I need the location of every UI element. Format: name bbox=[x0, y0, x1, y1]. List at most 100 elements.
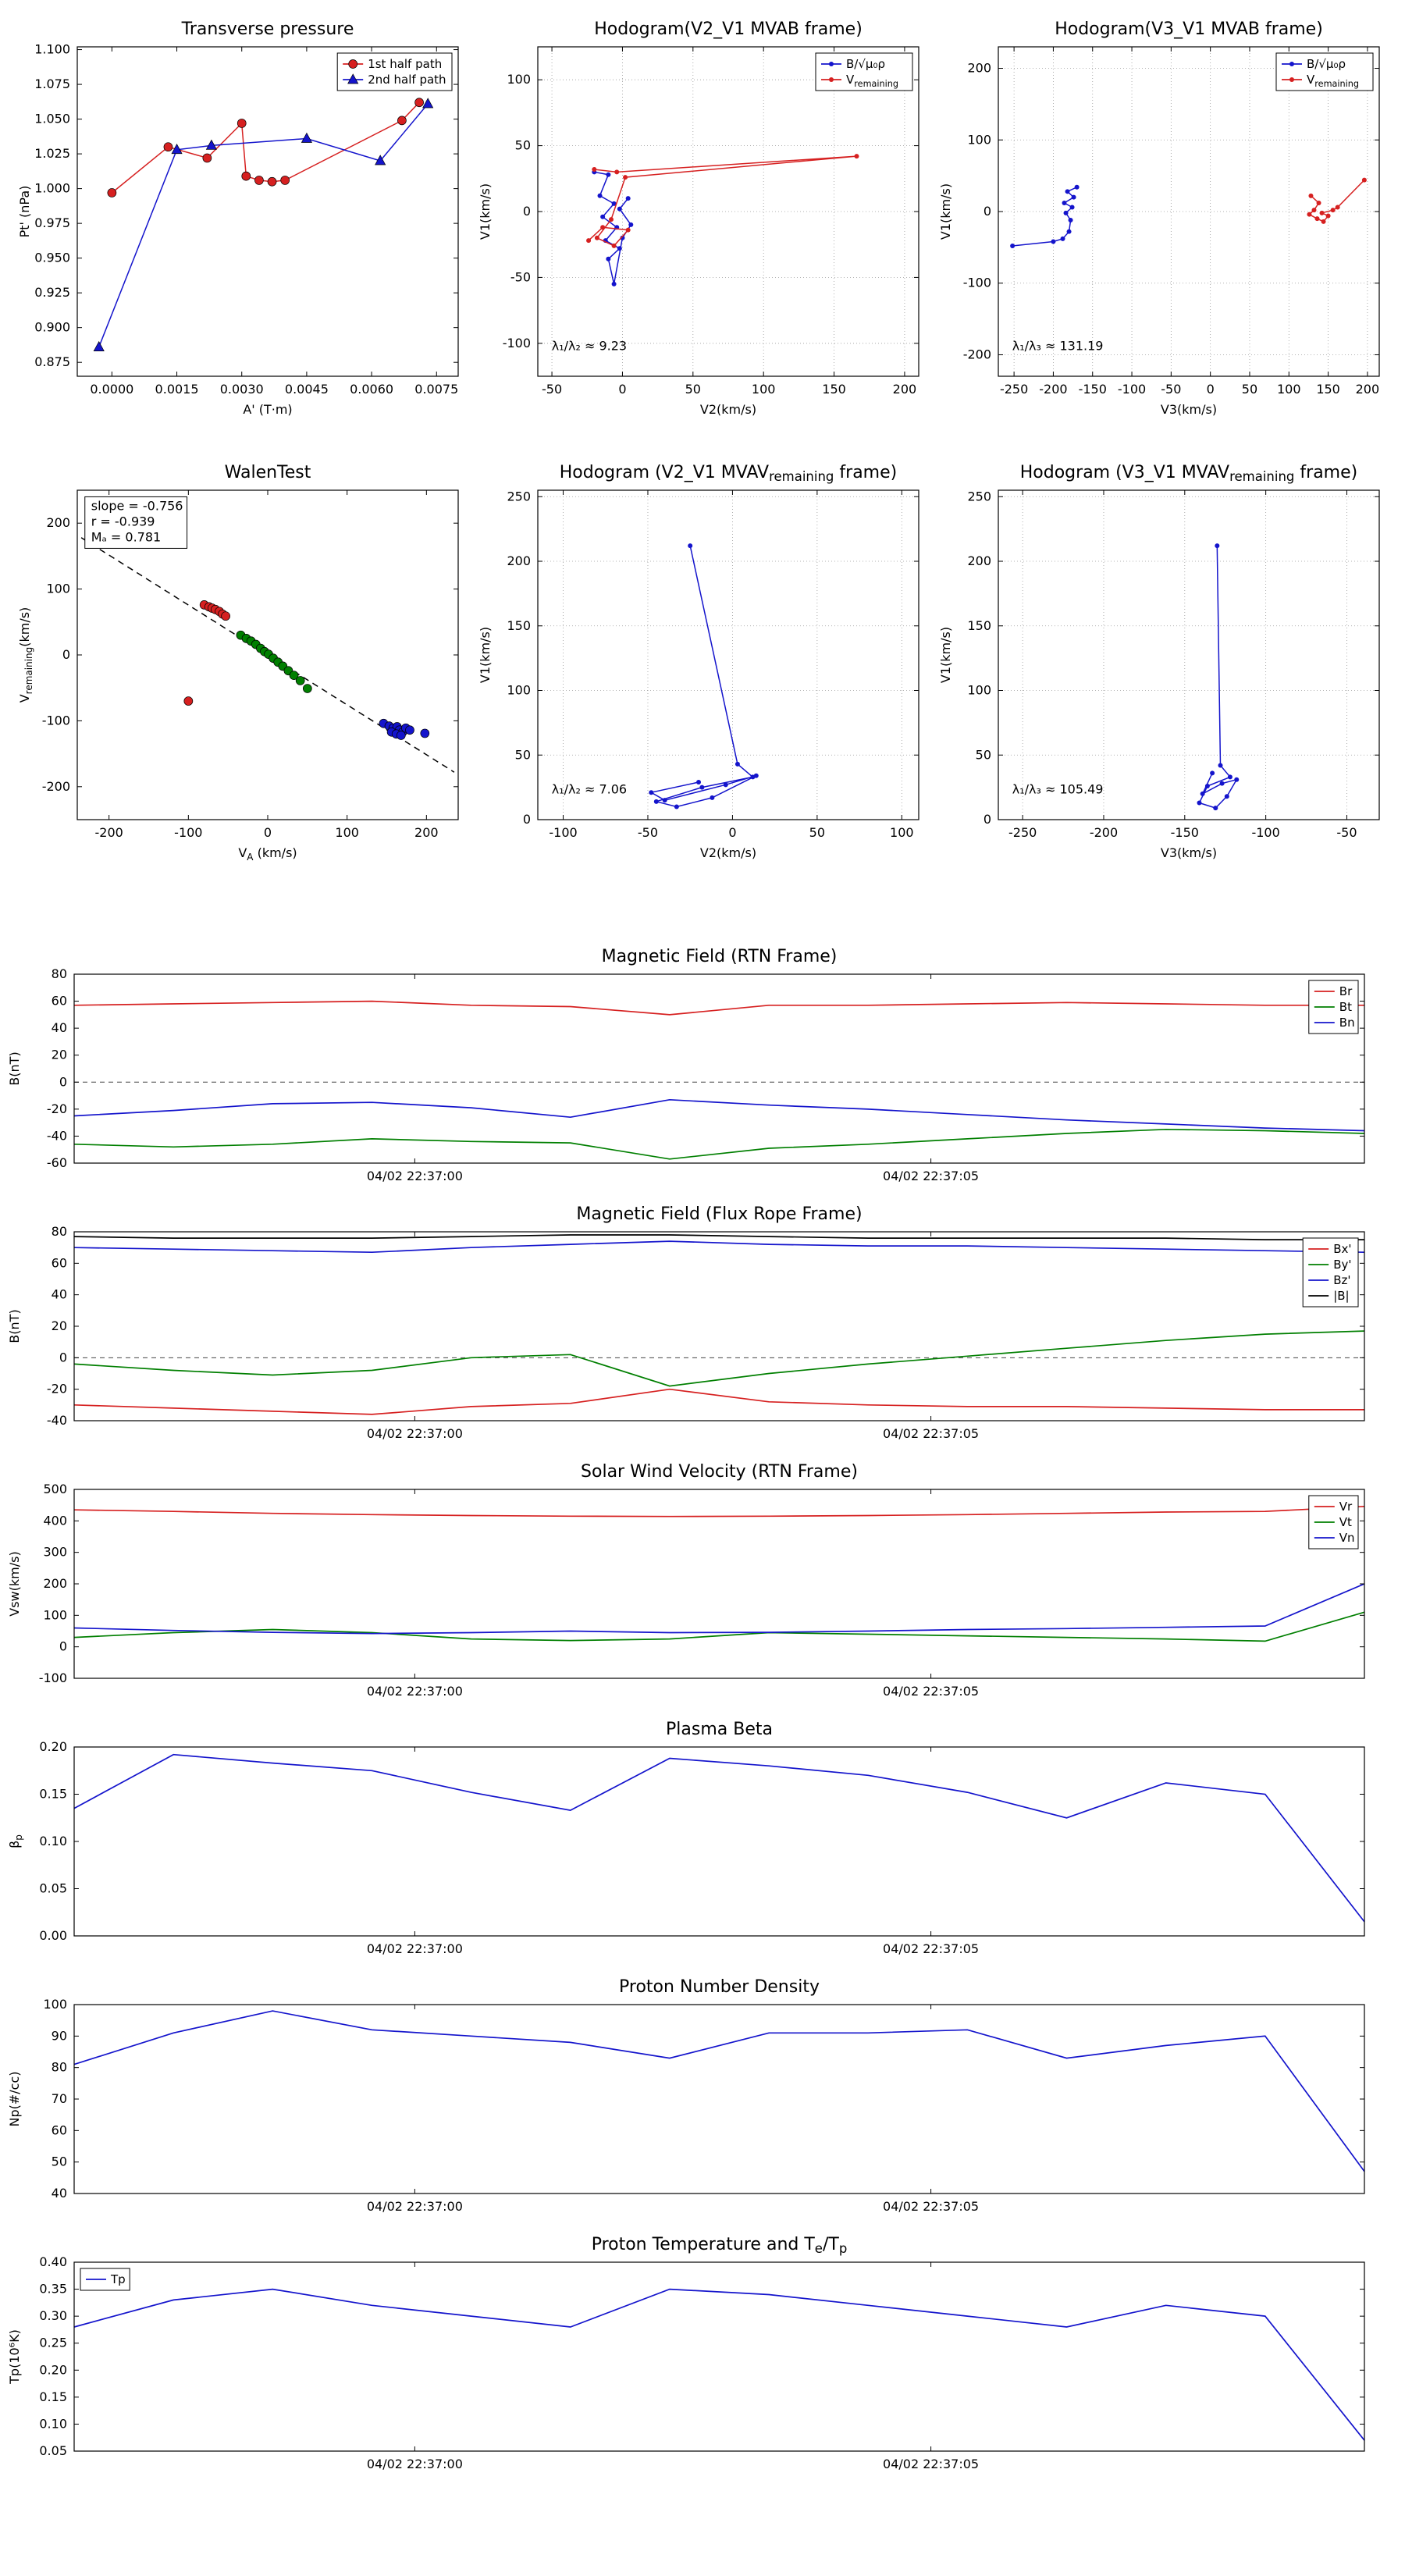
series-group bbox=[1010, 177, 1367, 249]
svg-text:0: 0 bbox=[59, 1350, 67, 1364]
svg-text:100: 100 bbox=[752, 382, 776, 397]
panel-hodogram-v2v1-mvab: -50 0 50 100 150 200 -100 -50 0 50 100 Hodogram(V2_… bbox=[478, 20, 919, 417]
svg-text:-20: -20 bbox=[47, 1101, 67, 1116]
svg-text:80: 80 bbox=[52, 2060, 67, 2075]
svg-text:1.075: 1.075 bbox=[34, 76, 70, 91]
svg-text:By': By' bbox=[1333, 1258, 1351, 1272]
x-axis-label: V2(km/s) bbox=[700, 845, 756, 860]
svg-text:r = -0.939: r = -0.939 bbox=[91, 514, 155, 528]
svg-text:04/02 22:37:05: 04/02 22:37:05 bbox=[883, 1941, 979, 1956]
svg-text:Vn: Vn bbox=[1339, 1531, 1355, 1545]
svg-text:λ₁/λ₃ ≈ 105.49: λ₁/λ₃ ≈ 105.49 bbox=[1012, 781, 1104, 796]
svg-text:200: 200 bbox=[1356, 382, 1380, 397]
series-line-|B| bbox=[73, 1234, 1364, 1240]
svg-text:04/02 22:37:00: 04/02 22:37:00 bbox=[367, 1684, 463, 1699]
svg-text:0.875: 0.875 bbox=[34, 354, 70, 369]
series-group bbox=[649, 543, 759, 809]
x-axis-label: A' (T·m) bbox=[243, 402, 292, 417]
svg-text:20: 20 bbox=[52, 1318, 67, 1333]
svg-text:-250: -250 bbox=[1008, 825, 1037, 840]
panel-solar-wind-velocity: 04/02 22:37:00 04/02 22:37:05 -100 0 100 200 3… bbox=[7, 1462, 1365, 1699]
svg-text:200: 200 bbox=[43, 1576, 67, 1591]
panel-proton-density: 04/02 22:37:00 04/02 22:37:05 40 50 60 70 80 90… bbox=[7, 1977, 1365, 2214]
ticks-and-labels: -200 -100 0 100 200 -200 -100 0 100 200 bbox=[42, 490, 458, 840]
svg-text:0.0075: 0.0075 bbox=[414, 382, 458, 397]
annotation: λ₁/λ₂ ≈ 7.06 bbox=[552, 781, 627, 796]
svg-text:-40: -40 bbox=[47, 1128, 67, 1143]
svg-text:50: 50 bbox=[52, 2154, 67, 2169]
series-line-Bn bbox=[73, 1098, 1365, 1132]
svg-text:20: 20 bbox=[52, 1048, 67, 1062]
axes-frame bbox=[73, 973, 1365, 1164]
svg-text:0.00: 0.00 bbox=[39, 1928, 67, 1943]
svg-text:0: 0 bbox=[62, 647, 70, 662]
legend: Tp bbox=[80, 2268, 130, 2291]
svg-text:0.20: 0.20 bbox=[39, 1739, 67, 1754]
grid bbox=[538, 490, 919, 820]
svg-text:-200: -200 bbox=[1039, 382, 1067, 397]
svg-text:0.0045: 0.0045 bbox=[285, 382, 329, 397]
svg-text:100: 100 bbox=[890, 825, 914, 840]
series-line-Vr bbox=[73, 1505, 1365, 1517]
svg-text:|B|: |B| bbox=[1333, 1289, 1349, 1303]
svg-text:300: 300 bbox=[43, 1545, 67, 1560]
svg-text:0.0015: 0.0015 bbox=[155, 382, 199, 397]
svg-text:-100: -100 bbox=[963, 276, 991, 290]
svg-text:-200: -200 bbox=[42, 779, 70, 794]
svg-text:50: 50 bbox=[809, 825, 825, 840]
annotation: λ₁/λ₃ ≈ 105.49 bbox=[1012, 781, 1104, 796]
legend: 1st half path 2nd half path bbox=[336, 52, 453, 91]
series-line-Vremaining bbox=[588, 155, 857, 247]
svg-text:0.975: 0.975 bbox=[34, 215, 70, 230]
svg-text:200: 200 bbox=[893, 382, 917, 397]
svg-text:-100: -100 bbox=[1118, 382, 1146, 397]
panel-walen-test: -200 -100 0 100 200 -200 -100 0 100 200 WalenTest V… bbox=[17, 463, 459, 863]
svg-text:0: 0 bbox=[984, 204, 991, 219]
svg-text:1.025: 1.025 bbox=[34, 146, 70, 161]
series-line-Vremaining bbox=[1308, 180, 1365, 222]
series-line-Br bbox=[73, 1000, 1364, 1016]
svg-text:-250: -250 bbox=[1000, 382, 1028, 397]
analysis-row-2: -200 -100 0 100 200 -200 -100 0 100 200 WalenTest V… bbox=[0, 454, 1405, 868]
axes-frame bbox=[73, 2004, 1365, 2194]
svg-text:50: 50 bbox=[976, 747, 991, 762]
svg-text:-150: -150 bbox=[1079, 382, 1107, 397]
svg-text:60: 60 bbox=[52, 1255, 67, 1270]
ticks-and-labels: 04/02 22:37:00 04/02 22:37:05 40 50 60 70 80 90… bbox=[43, 1997, 1364, 2214]
svg-text:λ₁/λ₂ ≈ 9.23: λ₁/λ₂ ≈ 9.23 bbox=[552, 338, 627, 353]
series-line-2nd half path bbox=[98, 103, 429, 347]
svg-text:Bt: Bt bbox=[1339, 1000, 1352, 1014]
ticks-and-labels: 04/02 22:37:00 04/02 22:37:05 -100 0 100 200 3… bbox=[39, 1482, 1364, 1699]
svg-text:80: 80 bbox=[52, 1224, 67, 1239]
chart-title: Proton Number Density bbox=[619, 1977, 820, 1997]
svg-text:-20: -20 bbox=[47, 1382, 67, 1397]
series-line-Vt bbox=[73, 1611, 1365, 1642]
series-line-By' bbox=[73, 1330, 1365, 1387]
svg-text:0.0000: 0.0000 bbox=[90, 382, 133, 397]
series-group bbox=[80, 537, 455, 773]
y-axis-label: V1(km/s) bbox=[478, 627, 493, 683]
svg-text:0.20: 0.20 bbox=[39, 2362, 67, 2377]
legend: B/√μ₀ρ Vremaining bbox=[1275, 52, 1374, 91]
svg-text:100: 100 bbox=[46, 582, 70, 596]
svg-text:40: 40 bbox=[52, 1287, 67, 1302]
y-axis-label: Tp(10⁶K) bbox=[7, 2329, 22, 2385]
ticks-and-labels: -250 -200 -150 -100 -50 0 50 100 150 200 250 bbox=[967, 489, 1379, 840]
svg-text:200: 200 bbox=[414, 825, 439, 840]
ticks-and-labels: -250 -200 -150 -100 -50 0 50 100 150 200 -200 -100 0… bbox=[963, 47, 1379, 397]
svg-text:200: 200 bbox=[967, 553, 991, 568]
svg-text:0.40: 0.40 bbox=[39, 2254, 67, 2269]
svg-text:70: 70 bbox=[52, 2091, 67, 2106]
svg-text:04/02 22:37:05: 04/02 22:37:05 bbox=[883, 1169, 979, 1183]
svg-text:-100: -100 bbox=[174, 825, 202, 840]
annotation: λ₁/λ₂ ≈ 9.23 bbox=[552, 338, 627, 353]
y-axis-label: B(nT) bbox=[7, 1309, 22, 1343]
series-group bbox=[73, 1753, 1365, 1923]
series-line-#1414cc bbox=[73, 1753, 1365, 1923]
y-axis-label: Vremaining(km/s) bbox=[17, 607, 34, 703]
chart-title: Transverse pressure bbox=[181, 20, 354, 39]
svg-text:0: 0 bbox=[728, 825, 736, 840]
y-axis-label: Np(#/cc) bbox=[7, 2072, 22, 2127]
svg-text:-200: -200 bbox=[1090, 825, 1118, 840]
svg-text:150: 150 bbox=[967, 618, 991, 633]
